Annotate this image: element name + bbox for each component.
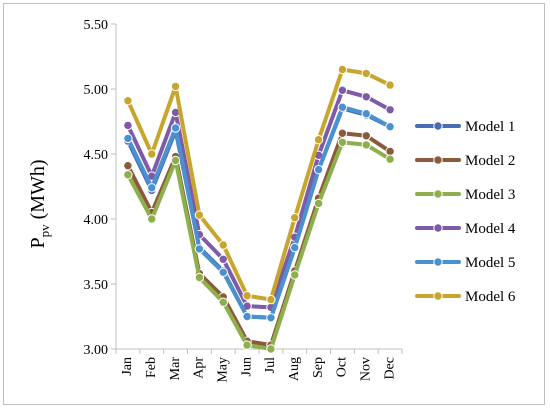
x-tick-label: Feb (144, 357, 159, 378)
y-axis-title-main: P (27, 237, 49, 248)
y-axis-title: Ppv (MWh) (27, 159, 52, 248)
x-tick-label: Jul (263, 357, 278, 373)
data-point (313, 164, 324, 175)
y-tick-label: 3.50 (84, 278, 109, 293)
legend-item: Model 3 (415, 187, 515, 203)
data-point (242, 311, 252, 322)
y-axis-title-sub: pv (37, 224, 52, 238)
series-line (125, 131, 393, 348)
legend-swatch-marker (433, 121, 443, 131)
series-3 (123, 137, 395, 354)
legend-label: Model 1 (465, 119, 515, 135)
data-point (290, 270, 300, 280)
x-tick-label: Jun (239, 357, 254, 376)
data-point (313, 135, 324, 145)
data-point (242, 340, 252, 350)
legend-item: Model 5 (415, 255, 515, 271)
y-axis-title-unit: (MWh) (27, 159, 49, 224)
legend: Model 1 Model 2 Model 3 Model 4 Model 5 Model… (415, 119, 516, 305)
data-point (361, 92, 371, 102)
legend-swatch-marker (433, 291, 443, 301)
data-point (361, 68, 371, 79)
data-point (266, 344, 276, 354)
data-point (337, 64, 348, 75)
data-point (170, 123, 181, 133)
data-point (385, 105, 395, 115)
y-tick-label: 4.00 (84, 213, 109, 228)
data-point (385, 146, 395, 157)
data-point (170, 81, 181, 92)
data-point (361, 140, 371, 150)
legend-swatch-marker (433, 189, 443, 199)
line-chart: 3.00 3.50 4.00 4.50 5.00 5.50 Jan Feb Mar Apr May… (27, 18, 516, 383)
x-tick-label: Apr (192, 357, 207, 379)
y-axis: 3.00 3.50 4.00 4.50 5.00 5.50 (84, 18, 117, 358)
data-point (290, 213, 300, 223)
data-point (147, 214, 157, 224)
data-point (313, 198, 324, 209)
legend-label: Model 2 (465, 153, 515, 169)
data-point (266, 313, 276, 323)
data-point (194, 272, 205, 283)
legend-label: Model 3 (465, 187, 515, 203)
data-point (337, 85, 348, 96)
data-point (337, 102, 348, 112)
data-point (218, 240, 228, 250)
legend-label: Model 5 (465, 255, 515, 271)
data-point (218, 267, 228, 277)
y-tick-label: 5.00 (84, 83, 109, 98)
data-point (361, 131, 371, 141)
legend-item: Model 1 (415, 119, 515, 135)
data-point (266, 294, 276, 305)
data-point (290, 242, 300, 253)
data-point (385, 122, 395, 132)
data-point (123, 96, 133, 106)
x-tick-label: May (215, 357, 230, 383)
x-tick-label: Mar (168, 357, 183, 381)
series-5 (123, 102, 395, 323)
chart-frame: 3.00 3.50 4.00 4.50 5.00 5.50 Jan Feb Mar Apr May… (3, 3, 545, 405)
x-tick-label: Sep (311, 357, 326, 378)
data-point (147, 149, 157, 159)
y-tick-label: 3.00 (84, 343, 109, 358)
data-point (123, 161, 133, 171)
series-layer (123, 64, 395, 354)
x-tick-label: Nov (358, 357, 373, 381)
x-axis: Jan Feb Mar Apr May Jun Jul Aug Sep Oct Nov Dec (115, 348, 403, 383)
data-point (218, 297, 228, 307)
legend-item: Model 2 (415, 153, 515, 169)
legend-swatch-marker (433, 223, 443, 233)
data-point (337, 137, 348, 148)
data-point (218, 254, 228, 265)
data-point (385, 154, 395, 164)
data-point (337, 128, 348, 138)
y-tick-label: 5.50 (84, 18, 109, 33)
x-tick-label: Aug (287, 357, 302, 381)
data-point (242, 291, 252, 301)
x-tick-label: Jan (120, 357, 135, 376)
data-point (194, 244, 205, 254)
data-point (385, 80, 395, 90)
data-point (123, 133, 133, 144)
legend-swatch-marker (433, 155, 443, 165)
data-point (123, 170, 133, 180)
legend-item: Model 4 (415, 221, 516, 237)
data-point (123, 120, 133, 131)
y-tick-label: 4.50 (84, 148, 109, 163)
series-6 (123, 64, 395, 305)
series-line (125, 88, 393, 310)
data-point (361, 109, 371, 119)
legend-swatch-marker (433, 257, 443, 267)
x-tick-label: Oct (335, 357, 350, 377)
legend-label: Model 6 (465, 289, 516, 305)
x-tick-label: Dec (382, 357, 397, 380)
data-point (194, 210, 205, 220)
data-point (170, 155, 181, 166)
data-point (147, 183, 157, 193)
legend-label: Model 4 (465, 221, 516, 237)
legend-item: Model 6 (415, 289, 516, 305)
